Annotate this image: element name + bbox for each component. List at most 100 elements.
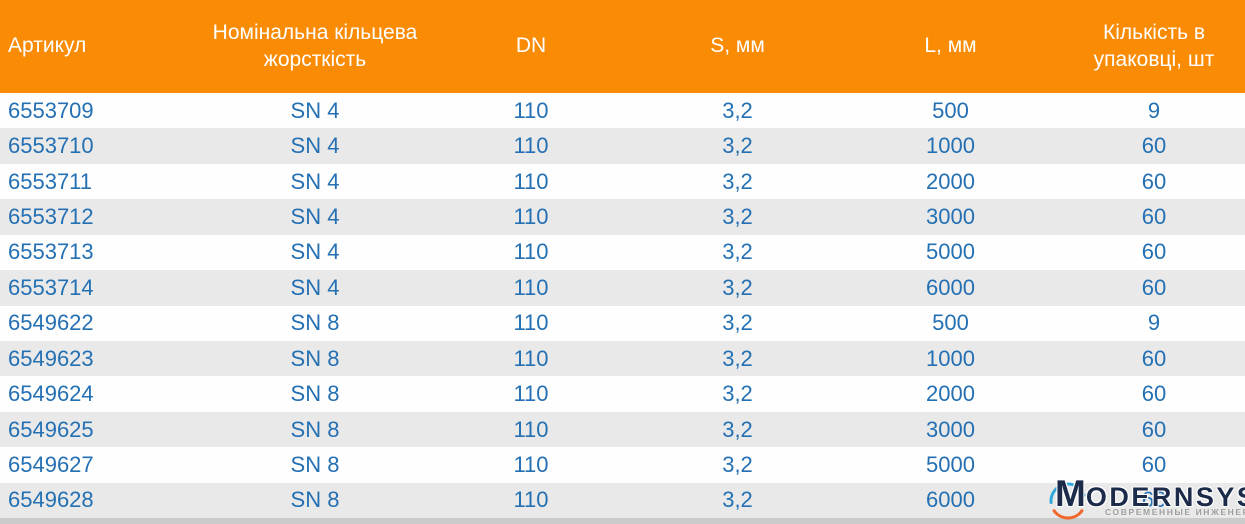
cell-stiffness: SN 4 [290,133,340,159]
cell-stiffness: SN 4 [290,97,340,123]
table-row: 6549622 SN 8 110 3,2 500 9 [0,305,1245,341]
column-header-qty: Кількість в упаковці, шт [1093,21,1215,71]
cell-qty: 60 [1141,416,1167,442]
table-row: 6553709 SN 4 110 3,2 500 9 [0,93,1245,129]
column-header-stiffness: Номінальна кільцева жорсткість [212,21,418,71]
cell-article: 6549625 [8,416,94,442]
cell-l_mm: 6000 [926,487,975,513]
cell-qty: 60 [1141,239,1167,265]
logo-brand-rest: ODERNSYS [1085,482,1245,512]
column-header-l-mm: L, мм [924,34,977,58]
cell-l_mm: 6000 [926,274,975,300]
cell-stiffness: SN 8 [290,487,340,513]
cell-s_mm: 3,2 [722,381,753,407]
cell-l_mm: 2000 [926,381,975,407]
cell-qty: 9 [1147,97,1161,123]
table-row: 6553713 SN 4 110 3,2 5000 60 [0,234,1245,271]
cell-qty: 9 [1147,310,1161,336]
cell-dn: 110 [513,487,549,513]
cell-dn: 110 [513,274,549,300]
cell-l_mm: 3000 [926,203,975,229]
modernsys-logo: M ODERNSYS СОВРЕМЕННЫЕ ИНЖЕНЕРНЫЕ СИСТЕМ… [1044,459,1245,523]
cell-s_mm: 3,2 [722,97,753,123]
cell-stiffness: SN 8 [290,381,340,407]
cell-l_mm: 2000 [926,168,975,194]
cell-stiffness: SN 8 [290,310,340,336]
table-row: 6549624 SN 8 110 3,2 2000 60 [0,376,1245,412]
cell-qty: 60 [1141,203,1167,229]
cell-stiffness: SN 4 [290,239,340,265]
table-row: 6549627 SN 8 110 3,2 5000 60 [0,447,1245,483]
cell-article: 6549628 [8,487,94,513]
table-row: 6553712 SN 4 110 3,2 3000 60 [0,199,1245,235]
cell-qty: 60 [1141,345,1167,371]
cell-article: 6553714 [8,274,94,300]
cell-article: 6549622 [8,310,94,336]
cell-stiffness: SN 8 [290,451,340,477]
cell-article: 6553711 [8,168,93,194]
cell-qty: 60 [1141,133,1167,159]
cell-l_mm: 500 [932,310,969,336]
cell-qty: 60 [1141,274,1167,300]
logo-circle-icon [1049,482,1086,520]
cell-article: 6549623 [8,345,94,371]
column-header-dn: DN [515,34,547,58]
table-row: 6553714 SN 4 110 3,2 6000 60 [0,270,1245,306]
cell-s_mm: 3,2 [722,203,753,229]
cell-dn: 110 [513,381,549,407]
footer-strip [0,518,1245,524]
table-row: 6549628 SN 8 110 3,2 6000 60 [0,482,1245,519]
cell-qty: 60 [1141,381,1167,407]
cell-stiffness: SN 8 [290,416,340,442]
cell-qty: 60 [1141,487,1167,513]
logo-tagline: СОВРЕМЕННЫЕ ИНЖЕНЕРНЫЕ СИСТЕМЫ [1105,507,1245,517]
cell-s_mm: 3,2 [722,451,753,477]
cell-stiffness: SN 8 [290,345,340,371]
cell-qty: 60 [1141,451,1167,477]
cell-stiffness: SN 4 [290,168,340,194]
cell-l_mm: 3000 [926,416,975,442]
table-row: 6553711 SN 4 110 3,2 2000 60 [0,163,1245,200]
cell-s_mm: 3,2 [722,239,753,265]
cell-dn: 110 [513,345,549,371]
cell-l_mm: 1000 [926,345,975,371]
cell-article: 6553710 [8,133,94,159]
cell-dn: 110 [513,239,549,265]
cell-s_mm: 3,2 [722,487,753,513]
cell-s_mm: 3,2 [722,133,753,159]
table-header: Артикул Номінальна кільцева жорсткість D… [0,0,1245,93]
cell-dn: 110 [513,416,549,442]
logo-brand-initial: M [1055,473,1086,514]
cell-dn: 110 [513,97,549,123]
table-row: 6553710 SN 4 110 3,2 1000 60 [0,128,1245,164]
cell-article: 6553713 [8,239,94,265]
cell-article: 6553709 [8,97,94,123]
table-body: 6553709 SN 4 110 3,2 500 9 6553710 SN 4 … [0,93,1245,519]
cell-s_mm: 3,2 [722,345,753,371]
column-header-s-mm: S, мм [710,34,765,58]
cell-dn: 110 [513,133,549,159]
cell-dn: 110 [513,203,549,229]
cell-l_mm: 1000 [926,133,975,159]
cell-dn: 110 [513,451,549,477]
cell-s_mm: 3,2 [722,274,753,300]
cell-l_mm: 500 [932,97,969,123]
logo-brand-text: M ODERNSYS [1055,475,1245,512]
cell-l_mm: 5000 [926,451,975,477]
cell-article: 6549627 [8,451,94,477]
table-row: 6549625 SN 8 110 3,2 3000 60 [0,411,1245,448]
cell-dn: 110 [513,168,549,194]
cell-article: 6553712 [8,203,94,229]
cell-article: 6549624 [8,381,94,407]
cell-s_mm: 3,2 [722,310,753,336]
cell-s_mm: 3,2 [722,416,753,442]
cell-stiffness: SN 4 [290,203,340,229]
cell-qty: 60 [1141,168,1167,194]
column-header-article: Артикул [8,34,87,58]
cell-s_mm: 3,2 [722,168,753,194]
cell-l_mm: 5000 [926,239,975,265]
cell-dn: 110 [513,310,549,336]
table-row: 6549623 SN 8 110 3,2 1000 60 [0,340,1245,377]
cell-stiffness: SN 4 [290,274,340,300]
